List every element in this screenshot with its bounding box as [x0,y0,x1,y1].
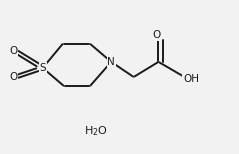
Text: O: O [152,30,160,40]
Text: S: S [39,63,46,73]
Text: OH: OH [183,73,199,83]
Text: H$_2$O: H$_2$O [84,125,108,138]
Text: N: N [107,57,115,67]
Text: O: O [9,46,17,56]
Text: O: O [9,72,17,82]
